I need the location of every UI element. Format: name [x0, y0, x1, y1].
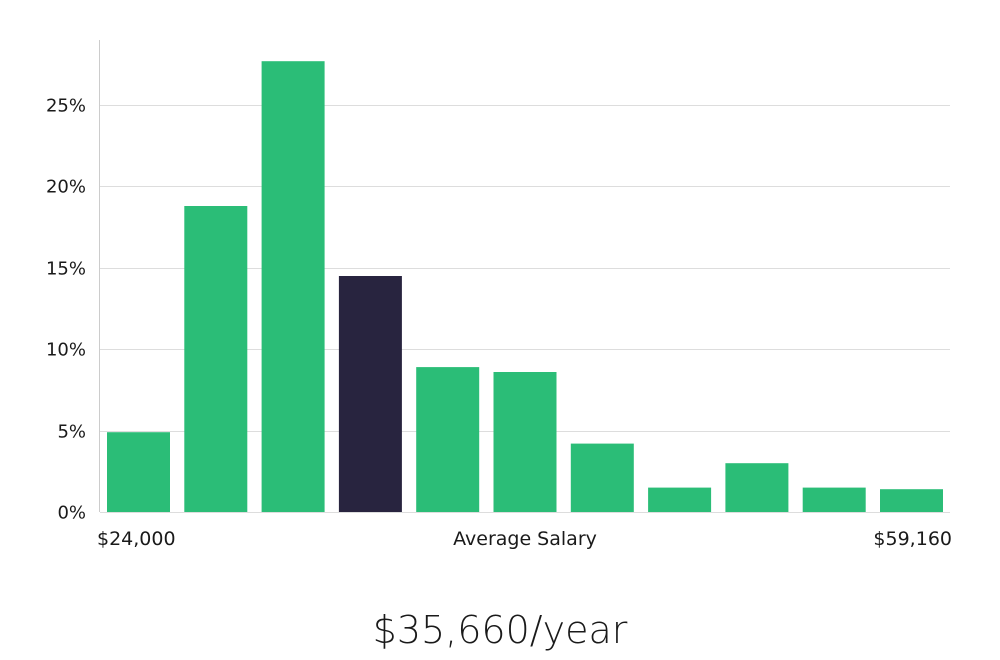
- salary-histogram: 0% 5% 10% 15% 20% 25%: [46, 40, 950, 524]
- average-salary-value: $35,660/year: [372, 608, 628, 652]
- y-tick-label: 0%: [57, 503, 86, 524]
- y-tick-label: 25%: [46, 96, 86, 117]
- x-axis-label: Average Salary: [453, 528, 597, 550]
- y-tick-label: 5%: [57, 422, 86, 443]
- bar[interactable]: [648, 487, 712, 512]
- bar[interactable]: [880, 489, 943, 512]
- bar-highlighted[interactable]: [338, 276, 402, 512]
- bar[interactable]: [261, 61, 325, 512]
- x-min-label: $24,000: [97, 528, 176, 550]
- y-tick-label: 15%: [46, 259, 86, 280]
- bar[interactable]: [184, 206, 248, 512]
- bar[interactable]: [493, 372, 557, 512]
- bar[interactable]: [107, 432, 170, 512]
- bar[interactable]: [416, 367, 480, 512]
- bars: [107, 61, 943, 512]
- x-max-label: $59,160: [873, 528, 952, 550]
- bar[interactable]: [570, 443, 634, 512]
- y-tick-label: 10%: [46, 340, 86, 361]
- bar[interactable]: [802, 487, 866, 512]
- y-axis-ticks: 0% 5% 10% 15% 20% 25%: [46, 96, 86, 524]
- y-tick-label: 20%: [46, 177, 86, 198]
- bar[interactable]: [725, 463, 789, 512]
